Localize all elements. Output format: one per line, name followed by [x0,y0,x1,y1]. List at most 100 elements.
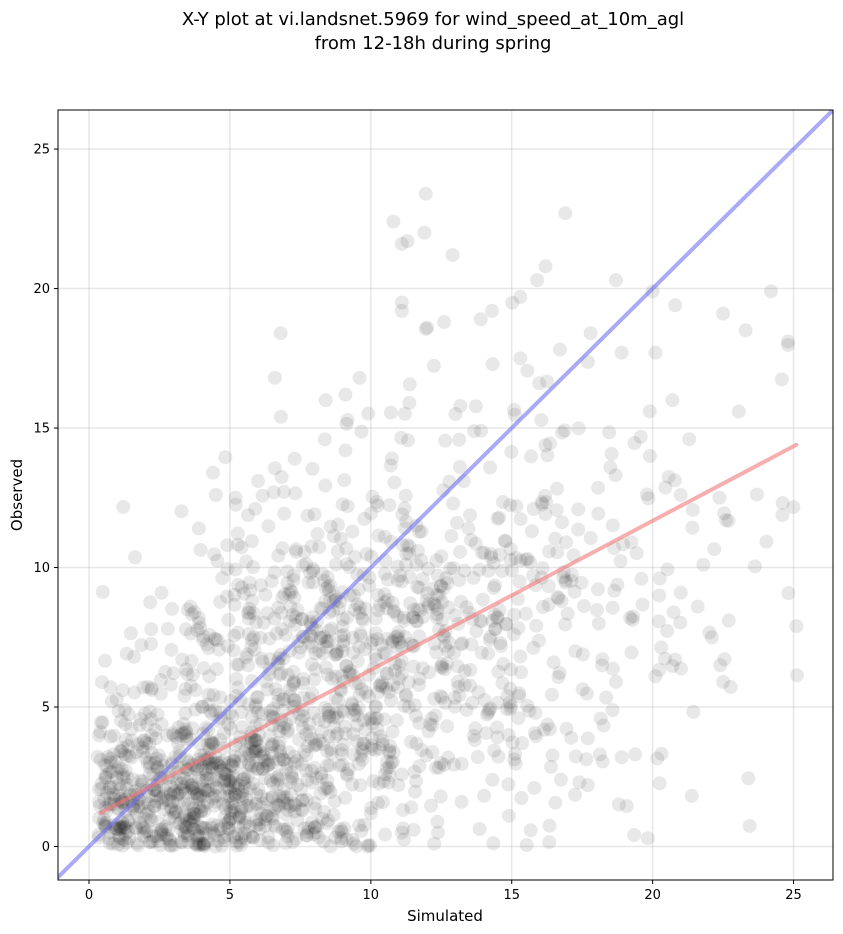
data-point [332,758,347,773]
data-point [412,629,427,644]
data-point [345,630,360,645]
data-point [382,498,397,513]
data-point [346,727,361,742]
data-point [559,535,574,550]
data-point [327,720,342,735]
data-point [185,721,200,736]
data-point [216,726,231,741]
data-point [358,722,373,737]
data-point [288,486,303,501]
data-point [486,836,501,851]
data-point [199,771,214,786]
data-point [205,817,220,832]
data-point [173,777,188,792]
data-point [506,627,521,642]
data-point [412,716,427,731]
data-point [236,818,251,833]
data-point [196,629,211,644]
data-point [221,815,236,830]
data-point [328,647,343,662]
data-point [642,448,657,463]
data-point [154,823,169,838]
data-point [265,776,280,791]
data-point [320,579,335,594]
data-point [184,783,199,798]
data-point [237,826,252,841]
data-point [406,610,421,625]
data-point [225,805,240,820]
data-point [707,542,722,557]
data-point [365,731,380,746]
data-point [356,713,371,728]
data-point [399,557,414,572]
data-point [113,820,128,835]
data-point [538,438,553,453]
data-point [346,747,361,762]
data-point [267,802,282,817]
data-point [227,786,242,801]
data-point [91,782,106,797]
data-point [168,805,183,820]
data-point [457,677,472,692]
data-point [267,461,282,476]
data-point [507,746,522,761]
data-point [147,798,162,813]
data-point [484,546,499,561]
data-point [196,799,211,814]
data-point [273,409,288,424]
data-point [668,298,683,313]
data-point [217,833,232,848]
data-point [280,756,295,771]
data-point [330,726,345,741]
data-point [351,701,366,716]
data-point [123,626,138,641]
data-point [286,568,301,583]
data-point [90,749,105,764]
data-point [273,326,288,341]
data-point [261,830,276,845]
data-point [353,626,368,641]
data-point [335,758,350,773]
data-point [684,788,699,803]
data-point [786,500,801,515]
data-point [278,627,293,642]
data-point [196,789,211,804]
data-point [652,662,667,677]
data-point [527,780,542,795]
data-point [459,600,474,615]
data-point [304,763,319,778]
data-point [185,821,200,836]
data-point [195,699,210,714]
data-point [401,433,416,448]
data-point [237,811,252,826]
data-point [165,794,180,809]
data-point [376,645,391,660]
data-point [234,540,249,555]
data-point [153,686,168,701]
data-point [217,766,232,781]
data-point [179,729,194,744]
data-point [259,674,274,689]
data-point [257,753,272,768]
data-point [474,545,489,560]
data-point [226,829,241,844]
data-point [210,818,225,833]
data-point [317,573,332,588]
data-point [512,686,527,701]
data-point [513,553,528,568]
data-point [415,661,430,676]
data-point [307,507,322,522]
data-point [248,501,263,516]
data-point [446,496,461,511]
data-point [170,788,185,803]
data-point [428,598,443,613]
data-point [350,597,365,612]
data-point [354,823,369,838]
data-point [105,765,120,780]
data-point [503,662,518,677]
data-point [267,800,282,815]
data-point [178,785,193,800]
data-point [309,771,324,786]
data-point [186,810,201,825]
data-point [167,809,182,824]
